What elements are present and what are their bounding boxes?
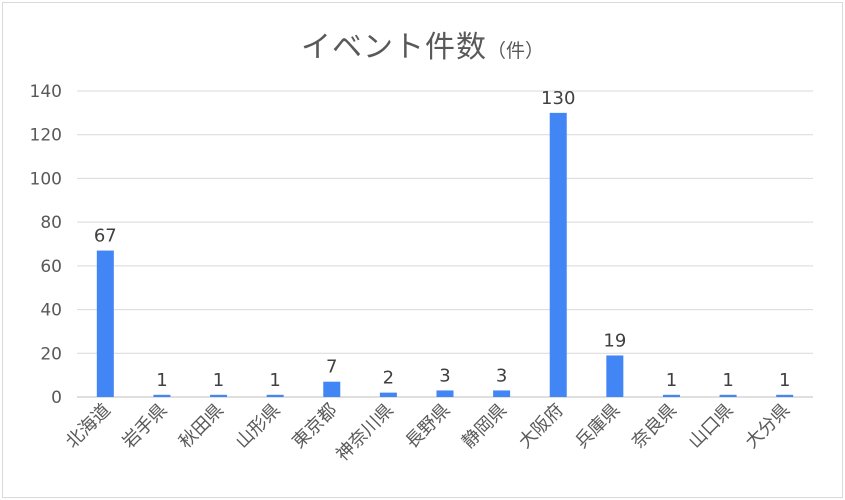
y-tick-label: 140 — [30, 82, 62, 102]
bar — [549, 112, 567, 397]
bar — [153, 394, 171, 397]
chart-title-block: イベント件数（件） — [0, 22, 845, 66]
y-tick-label: 60 — [40, 257, 62, 277]
x-tick-label: 奈良県 — [628, 400, 681, 453]
x-tick-label: 北海道 — [62, 400, 115, 453]
y-tick-label: 20 — [40, 344, 62, 364]
x-tick-label: 東京都 — [288, 400, 341, 453]
data-label: 19 — [603, 330, 626, 351]
bars — [96, 112, 794, 397]
bar — [323, 381, 341, 397]
bar — [379, 392, 397, 397]
x-tick-label: 大分県 — [741, 400, 794, 453]
data-label: 2 — [383, 368, 394, 389]
y-tick-label: 80 — [40, 213, 62, 233]
x-tick-label: 兵庫県 — [571, 400, 624, 453]
chart-title: イベント件数 — [300, 30, 487, 65]
bar — [96, 250, 114, 397]
bar — [606, 355, 624, 397]
bar — [776, 394, 794, 397]
data-label: 1 — [269, 370, 280, 391]
data-label: 67 — [94, 226, 117, 247]
bar — [662, 394, 680, 397]
bar — [493, 390, 511, 397]
data-label: 1 — [156, 370, 167, 391]
data-labels: 67 1 1 1 7 2 3 3 130 19 1 1 1 — [94, 88, 791, 391]
data-label: 1 — [722, 370, 733, 391]
bar — [210, 394, 228, 397]
data-label: 7 — [326, 357, 337, 378]
bar — [266, 394, 284, 397]
x-tick-label: 大阪府 — [515, 400, 568, 453]
gridlines — [77, 90, 813, 398]
x-tick-label: 秋田県 — [175, 400, 228, 453]
y-tick-label: 100 — [30, 169, 62, 189]
x-tick-label: 岩手県 — [118, 400, 171, 453]
data-label: 1 — [779, 370, 790, 391]
bar — [719, 394, 737, 397]
data-label: 130 — [541, 88, 575, 109]
x-tick-label: 山口県 — [685, 400, 738, 453]
chart-title-unit: （件） — [486, 40, 544, 62]
bar — [436, 390, 454, 397]
y-tick-label: 40 — [40, 301, 62, 321]
y-tick-label: 0 — [51, 388, 62, 408]
data-label: 1 — [666, 370, 677, 391]
x-tick-label: 長野県 — [402, 400, 455, 453]
x-tick-label: 山形県 — [232, 400, 285, 453]
y-tick-label: 120 — [30, 126, 62, 146]
x-tick-label: 神奈川県 — [332, 400, 398, 466]
data-label: 3 — [439, 365, 450, 386]
data-label: 3 — [496, 365, 507, 386]
data-label: 1 — [213, 370, 224, 391]
x-tick-label: 静岡県 — [458, 400, 511, 453]
y-axis-ticks: 0 20 40 60 80 100 120 140 — [30, 82, 62, 408]
